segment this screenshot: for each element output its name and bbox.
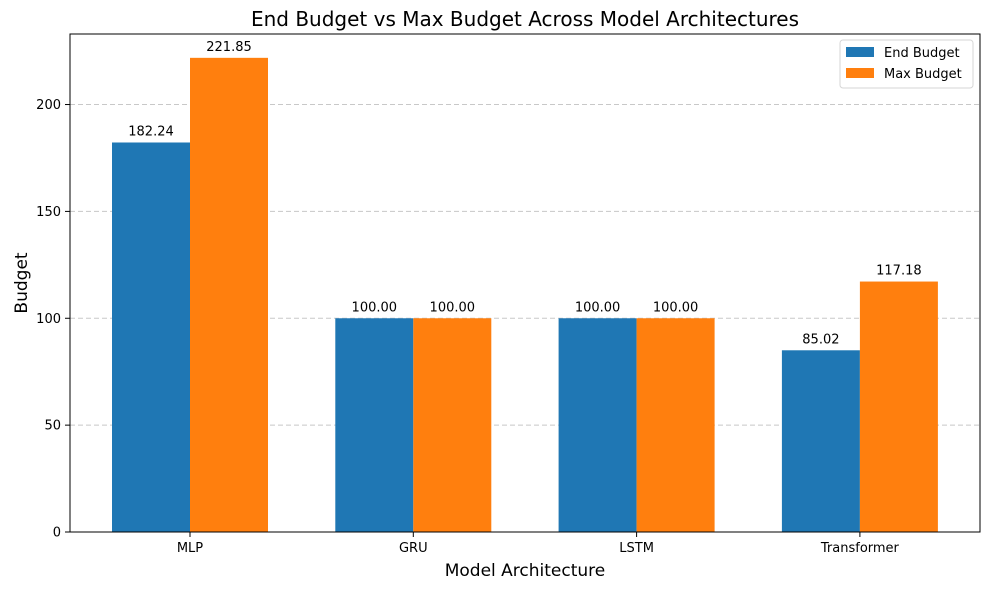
chart-title: End Budget vs Max Budget Across Model Ar… bbox=[251, 7, 799, 31]
bar-end-budget bbox=[335, 318, 414, 532]
bar-end-budget bbox=[781, 350, 860, 532]
bars-layer bbox=[112, 57, 938, 532]
legend-label-end-budget: End Budget bbox=[884, 46, 960, 61]
data-label: 100.00 bbox=[653, 300, 699, 315]
y-axis-label: Budget bbox=[12, 252, 32, 313]
legend: End Budget Max Budget bbox=[839, 39, 974, 89]
bar-end-budget bbox=[558, 318, 637, 532]
data-label: 182.24 bbox=[128, 124, 174, 139]
bar-end-budget bbox=[112, 142, 190, 532]
data-label: 117.18 bbox=[876, 264, 922, 279]
data-labels-layer: 182.24 221.85 100.00 100.00 100.00 100.00 85.0… bbox=[128, 40, 921, 347]
bar-max-budget bbox=[190, 57, 268, 532]
x-tick-label: Transformer bbox=[820, 541, 900, 556]
data-label: 221.85 bbox=[206, 40, 252, 55]
data-label: 100.00 bbox=[430, 300, 476, 315]
y-tick-label: 0 bbox=[53, 526, 61, 541]
legend-label-max-budget: Max Budget bbox=[884, 67, 962, 82]
y-tick-label: 200 bbox=[36, 98, 61, 113]
x-tick-label: MLP bbox=[177, 541, 203, 556]
data-label: 100.00 bbox=[575, 300, 621, 315]
x-tick-label: GRU bbox=[399, 541, 428, 556]
bar-max-budget bbox=[859, 281, 938, 532]
data-label: 85.02 bbox=[802, 332, 839, 347]
plot-frame bbox=[69, 33, 981, 533]
legend-swatch-end-budget bbox=[846, 47, 874, 57]
x-tick-label: LSTM bbox=[619, 541, 654, 556]
bar-max-budget bbox=[636, 318, 715, 532]
y-axis: 0 50 100 150 200 bbox=[36, 98, 70, 541]
x-axis: MLP GRU LSTM Transformer bbox=[177, 532, 900, 556]
y-tick-label: 100 bbox=[36, 312, 61, 327]
x-axis-label: Model Architecture bbox=[445, 561, 606, 581]
bar-max-budget bbox=[413, 318, 492, 532]
legend-swatch-max-budget bbox=[846, 68, 874, 78]
y-tick-label: 150 bbox=[36, 205, 61, 220]
y-tick-label: 50 bbox=[44, 419, 61, 434]
data-label: 100.00 bbox=[352, 300, 398, 315]
